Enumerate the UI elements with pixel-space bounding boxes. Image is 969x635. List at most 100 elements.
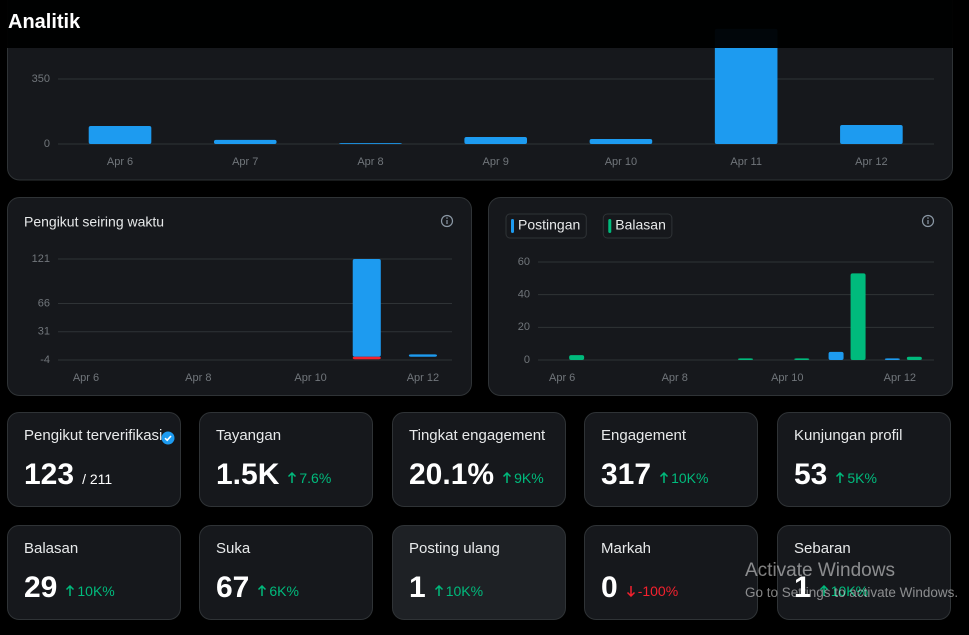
info-icon[interactable] <box>440 214 454 228</box>
x-tick-label: Apr 6 <box>549 372 575 384</box>
stat-value: 67 <box>216 571 250 604</box>
stat-title: Posting ulang <box>409 540 500 557</box>
stat-title: Markah <box>601 540 652 557</box>
x-tick-label: Apr 9 <box>483 156 509 168</box>
bar <box>714 28 778 144</box>
stat-change: -100% <box>626 583 678 599</box>
stat-card[interactable]: Posting ulang 1 10K% <box>392 525 566 620</box>
x-tick-label: Apr 11 <box>730 156 762 168</box>
stat-title: Engagement <box>601 427 687 444</box>
y-tick-label: 31 <box>38 326 50 338</box>
stat-value: 1.5K <box>216 458 280 491</box>
stat-row: 1.5K 7.6% <box>216 458 331 492</box>
bar <box>738 358 753 360</box>
stat-card[interactable]: Sebaran 1 10K% <box>777 525 951 620</box>
chart-title: Pengikut seiring waktu <box>24 214 164 230</box>
stat-value: 20.1% <box>409 458 495 491</box>
stat-row: 20.1% 9K% <box>409 458 544 492</box>
stat-value: 1 <box>794 571 811 604</box>
x-tick-label: Apr 12 <box>884 372 916 384</box>
stat-value: 53 <box>794 458 828 491</box>
legend-chip <box>602 213 673 239</box>
bar <box>840 125 903 144</box>
legend-item: Postingan <box>505 213 587 239</box>
change-arrow <box>288 472 297 483</box>
y-tick-label: 60 <box>518 256 530 268</box>
stat-row: 29 10K% <box>24 571 115 605</box>
stat-title: Balasan <box>24 540 79 557</box>
watermark-subtitle: Go to Settings to activate Windows. <box>745 585 959 600</box>
change-arrow <box>819 585 828 596</box>
x-tick-label: Apr 7 <box>232 156 258 168</box>
legend-chip <box>505 213 587 239</box>
legend-swatch <box>511 219 514 233</box>
stat-title: Suka <box>216 540 251 557</box>
stat-total: / 211 <box>82 471 113 487</box>
bar <box>850 273 866 360</box>
stat-change-value: -100% <box>637 583 679 599</box>
x-tick-label: Apr 10 <box>294 372 326 384</box>
stat-row: 53 5K% <box>794 458 877 492</box>
change-arrow <box>503 472 512 483</box>
bar <box>794 358 810 360</box>
stat-change-value: 7.6% <box>299 470 332 486</box>
y-tick-label: 20 <box>518 321 530 333</box>
legend-swatch <box>608 219 612 233</box>
x-tick-label: Apr 10 <box>771 372 803 384</box>
watermark-title: Activate Windows <box>745 560 895 581</box>
change-arrow <box>660 472 669 483</box>
stat-title: Kunjungan profil <box>794 427 903 444</box>
change-arrow <box>66 585 75 596</box>
stat-card[interactable]: Balasan 29 10K% <box>7 525 181 620</box>
header: Analitik <box>0 0 969 48</box>
y-tick-label: 0 <box>524 354 530 366</box>
x-tick-label: Apr 10 <box>605 156 637 168</box>
bar <box>352 259 381 357</box>
stat-change-value: 10K% <box>445 583 484 599</box>
y-tick-label: -4 <box>40 354 50 366</box>
bar <box>569 355 585 360</box>
stat-value: 0 <box>601 571 618 604</box>
stat-card[interactable]: Kunjungan profil 53 5K% <box>777 412 951 507</box>
stat-change-value: 9K% <box>514 470 544 486</box>
stat-row: 1 10K% <box>409 571 483 605</box>
stat-change: 6K% <box>257 583 299 599</box>
stat-title: Pengikut terverifikasi <box>24 427 163 444</box>
stat-card[interactable]: Engagement 317 10K% <box>584 412 758 507</box>
stat-card[interactable]: Pengikut terverifikasi 123 / 211 <box>7 412 181 507</box>
stat-change: 5K% <box>835 470 877 486</box>
stat-card[interactable]: Tingkat engagement 20.1% 9K% <box>392 412 566 507</box>
stat-change-value: 10K% <box>77 583 115 599</box>
stat-row: 0 -100% <box>601 571 678 605</box>
x-tick-label: Apr 8 <box>357 156 383 168</box>
stat-change: 7.6% <box>287 470 331 486</box>
stat-title: Tayangan <box>216 427 282 444</box>
legend-label: Balasan <box>615 217 666 233</box>
info-icon[interactable] <box>921 214 935 228</box>
stat-card[interactable]: Markah 0 -100% <box>584 525 758 620</box>
stat-card[interactable]: Tayangan 1.5K 7.6% <box>199 412 373 507</box>
stat-row: 1 10K% <box>794 571 868 605</box>
bar <box>408 354 437 357</box>
stat-row: 67 6K% <box>216 571 299 605</box>
stat-title: Sebaran <box>794 540 851 557</box>
change-arrow <box>836 472 845 483</box>
bar <box>352 356 381 360</box>
stat-change: 10K% <box>819 583 868 599</box>
y-tick-label: 40 <box>518 289 530 301</box>
x-tick-label: Apr 6 <box>107 156 133 168</box>
x-tick-label: Apr 12 <box>855 156 887 168</box>
change-arrow <box>258 585 267 596</box>
y-tick-label: 66 <box>38 297 50 309</box>
bar <box>464 136 528 144</box>
bar <box>884 358 900 360</box>
stat-change: 10K% <box>65 583 115 599</box>
stat-change-value: 10K% <box>671 470 709 486</box>
watermark: Activate Windows Go to Settings to activ… <box>745 560 958 600</box>
stat-change: 9K% <box>502 470 544 486</box>
bar <box>339 143 402 144</box>
stat-card[interactable]: Suka 67 6K% <box>199 525 373 620</box>
stat-value: 123 <box>24 458 75 491</box>
stat-change: 10K% <box>659 470 708 486</box>
